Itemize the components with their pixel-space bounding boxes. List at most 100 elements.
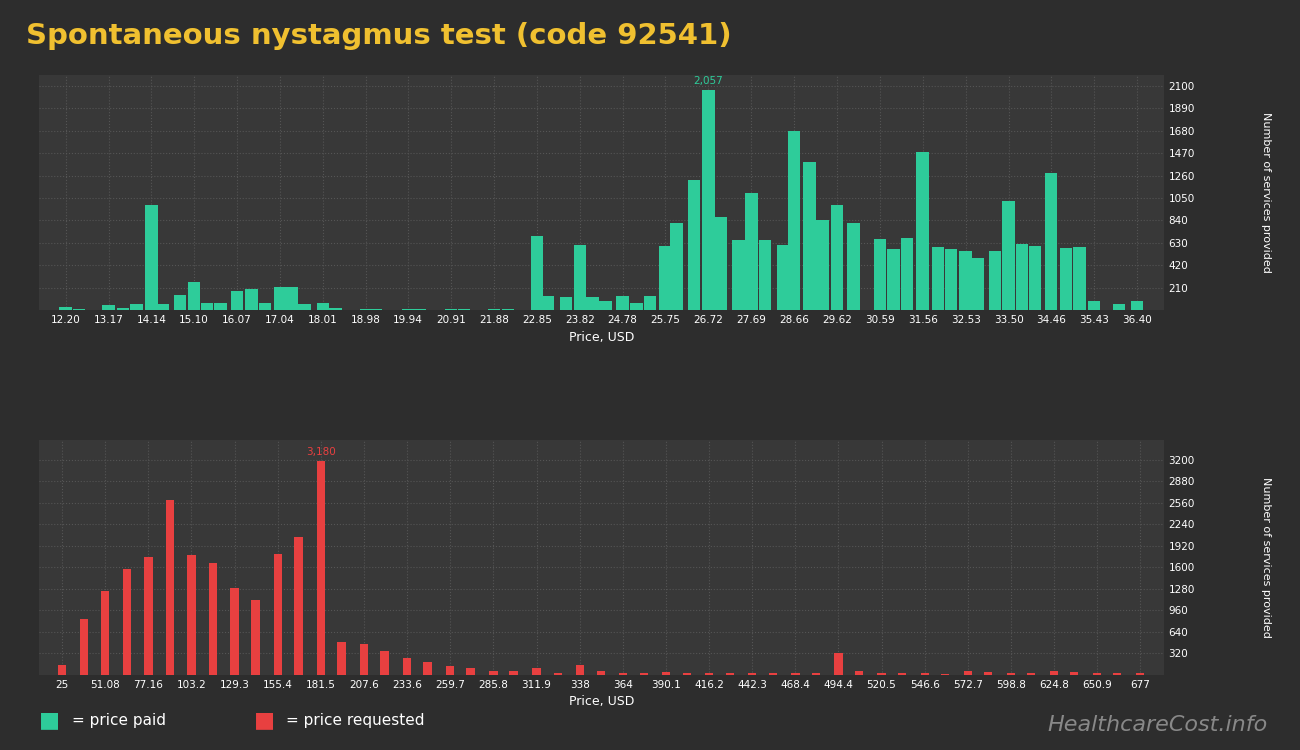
Bar: [1136, 673, 1144, 675]
Bar: [816, 220, 829, 310]
Bar: [273, 286, 286, 310]
Text: = price paid: = price paid: [72, 712, 165, 728]
Bar: [616, 296, 629, 310]
Bar: [202, 303, 213, 310]
Bar: [874, 238, 885, 310]
Bar: [79, 620, 88, 675]
Text: = price requested: = price requested: [286, 712, 425, 728]
Bar: [1060, 248, 1072, 310]
Bar: [103, 305, 114, 310]
Bar: [732, 240, 745, 310]
Bar: [688, 180, 701, 310]
Bar: [299, 304, 311, 310]
Bar: [403, 658, 411, 675]
Bar: [971, 258, 984, 310]
Bar: [1002, 201, 1015, 310]
Bar: [424, 662, 432, 675]
Bar: [898, 674, 906, 675]
Bar: [488, 309, 500, 310]
Bar: [187, 283, 200, 310]
Bar: [920, 673, 928, 675]
Bar: [559, 298, 572, 310]
Bar: [458, 309, 471, 310]
Bar: [671, 223, 683, 310]
Bar: [586, 298, 598, 310]
Bar: [101, 591, 109, 675]
Bar: [831, 206, 842, 310]
Bar: [640, 673, 649, 675]
Text: 2,057: 2,057: [693, 76, 723, 86]
Bar: [402, 309, 415, 310]
Bar: [144, 556, 152, 675]
Bar: [803, 162, 815, 310]
Bar: [1131, 301, 1143, 310]
Bar: [788, 130, 801, 310]
Bar: [835, 652, 842, 675]
Bar: [682, 673, 692, 675]
Bar: [542, 296, 554, 310]
Bar: [1088, 301, 1100, 310]
Bar: [901, 238, 913, 310]
Bar: [329, 308, 342, 310]
Y-axis label: Number of services provided: Number of services provided: [1261, 112, 1271, 273]
Bar: [122, 569, 131, 675]
Bar: [214, 303, 226, 310]
Bar: [117, 308, 129, 310]
Bar: [855, 670, 863, 675]
Bar: [1045, 173, 1057, 310]
Bar: [1015, 244, 1028, 310]
Text: Spontaneous nystagmus test (code 92541): Spontaneous nystagmus test (code 92541): [26, 22, 732, 50]
Bar: [230, 291, 243, 310]
X-axis label: Price, USD: Price, USD: [568, 695, 634, 709]
Bar: [759, 240, 771, 310]
Bar: [1113, 304, 1126, 310]
Bar: [984, 672, 992, 675]
Bar: [60, 307, 72, 310]
Bar: [369, 309, 382, 310]
Bar: [576, 665, 584, 675]
Bar: [489, 670, 498, 675]
Bar: [502, 309, 515, 310]
Bar: [659, 246, 672, 310]
Bar: [445, 309, 458, 310]
Bar: [467, 668, 474, 675]
Bar: [274, 554, 282, 675]
Bar: [597, 670, 606, 675]
Bar: [715, 217, 727, 310]
Bar: [776, 245, 789, 310]
Text: HealthcareCost.info: HealthcareCost.info: [1048, 715, 1267, 735]
Bar: [887, 249, 900, 310]
Bar: [246, 290, 257, 310]
Bar: [702, 90, 715, 310]
Bar: [130, 304, 143, 310]
Bar: [174, 296, 186, 310]
Bar: [747, 673, 757, 675]
Bar: [58, 665, 66, 675]
Y-axis label: Number of services provided: Number of services provided: [1261, 477, 1271, 638]
Bar: [533, 668, 541, 675]
Bar: [259, 303, 270, 310]
Bar: [381, 652, 389, 675]
Bar: [146, 206, 157, 310]
Bar: [360, 644, 368, 675]
Bar: [285, 286, 298, 310]
Bar: [745, 193, 758, 310]
Text: ■: ■: [254, 710, 274, 730]
Bar: [208, 563, 217, 675]
Bar: [165, 500, 174, 675]
Bar: [1050, 671, 1058, 675]
Bar: [446, 666, 455, 675]
Bar: [1027, 674, 1035, 675]
Bar: [644, 296, 656, 310]
Bar: [338, 642, 346, 675]
Bar: [317, 303, 329, 310]
Bar: [945, 249, 957, 310]
Bar: [662, 672, 670, 675]
Bar: [1093, 673, 1101, 675]
Bar: [530, 236, 543, 310]
Bar: [251, 600, 260, 675]
Bar: [573, 245, 586, 310]
Bar: [792, 673, 799, 675]
Bar: [619, 673, 627, 675]
Bar: [916, 152, 930, 310]
